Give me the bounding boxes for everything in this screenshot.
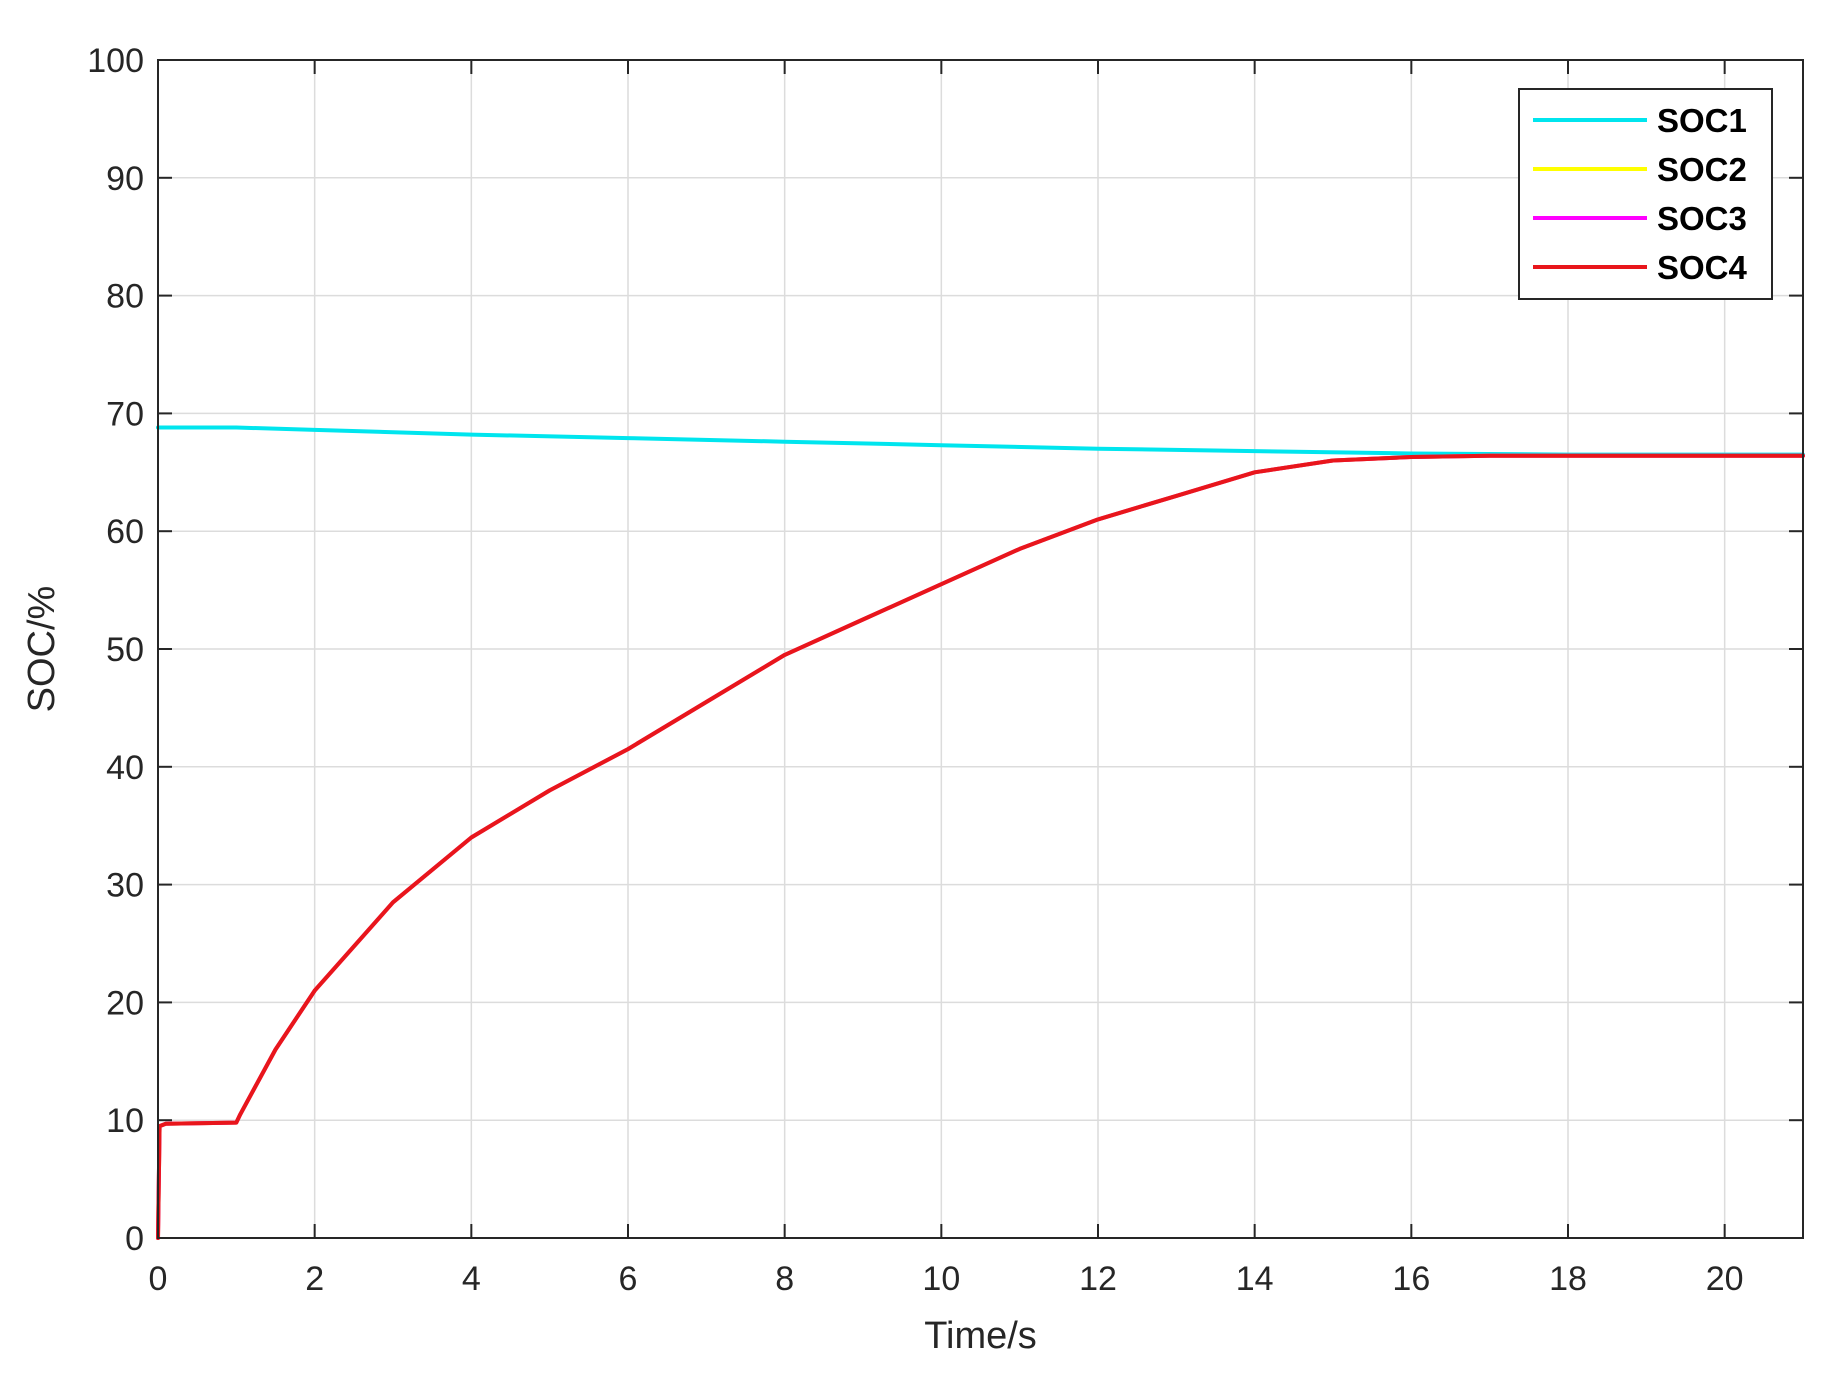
legend-box: [1518, 88, 1773, 300]
axis-ticks: 0 2 4 6 8 10 12 14 16 18 20 0 10 20 30 40 50 60 70 80 90 100: [87, 42, 1803, 1298]
y-tick-label: 60: [106, 513, 144, 551]
x-tick-label: 6: [619, 1260, 638, 1298]
y-tick-label: 90: [106, 160, 144, 198]
x-tick-label: 8: [775, 1260, 794, 1298]
x-tick-label: 20: [1706, 1260, 1744, 1298]
series-lines: [156, 425, 1805, 1240]
legend-label: SOC3: [1657, 200, 1747, 237]
y-tick-label: 30: [106, 867, 144, 905]
y-tick-label: 50: [106, 631, 144, 669]
legend-label: SOC1: [1657, 102, 1747, 139]
y-tick-label: 80: [106, 278, 144, 316]
x-tick-label: 10: [922, 1260, 960, 1298]
y-tick-label: 20: [106, 984, 144, 1022]
legend-label: SOC4: [1657, 249, 1748, 286]
x-tick-label: 2: [305, 1260, 324, 1298]
y-tick-label: 70: [106, 395, 144, 433]
x-tick-label: 0: [149, 1260, 168, 1298]
legend-label: SOC2: [1657, 151, 1747, 188]
x-tick-label: 18: [1549, 1260, 1587, 1298]
y-tick-label: 0: [125, 1220, 144, 1258]
y-tick-label: 100: [87, 42, 144, 80]
x-tick-label: 14: [1236, 1260, 1274, 1298]
legend: SOC1 SOC2 SOC3 SOC4: [1518, 88, 1773, 300]
x-tick-label: 4: [462, 1260, 481, 1298]
y-tick-label: 10: [106, 1102, 144, 1140]
x-tick-label: 16: [1392, 1260, 1430, 1298]
y-tick-label: 40: [106, 749, 144, 787]
x-axis-label: Time/s: [924, 1315, 1037, 1357]
y-axis-label: SOC/%: [21, 586, 63, 713]
series-line-soc4: [156, 453, 1805, 1240]
x-tick-label: 12: [1079, 1260, 1117, 1298]
